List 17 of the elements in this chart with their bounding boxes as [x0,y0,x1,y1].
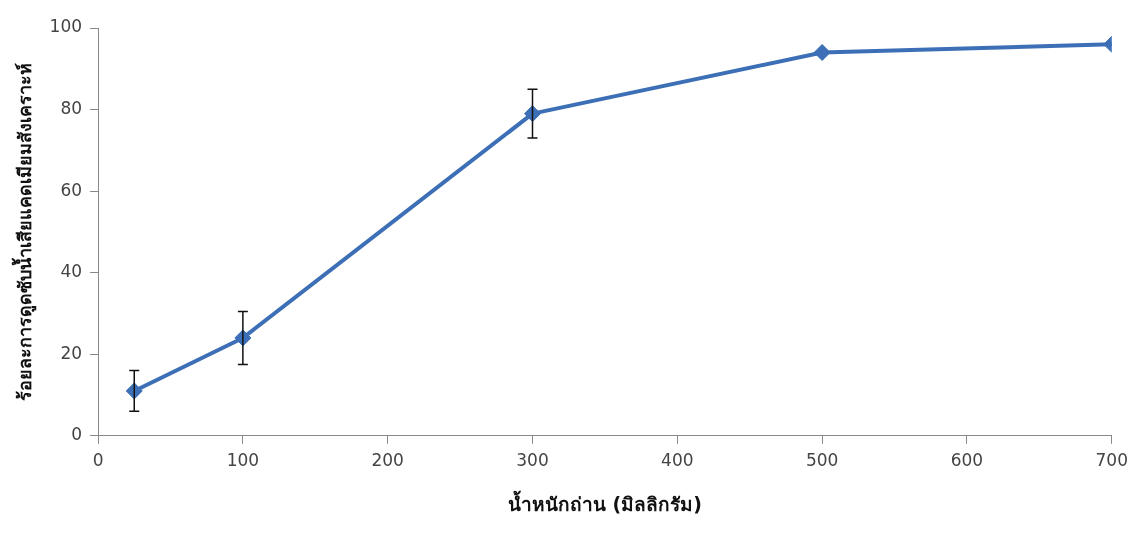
x-tick-label: 100 [226,450,260,471]
y-tick-label: 0 [71,424,83,445]
x-tick-label: 300 [516,450,549,471]
y-tick-label: 80 [60,97,83,118]
x-tick-label: 700 [1095,450,1128,471]
x-axis-title: น้ำหนักถ่าน (มิลลิกรัม) [507,489,702,515]
y-tick-label: 20 [60,342,83,363]
y-tick-label: 100 [49,16,83,37]
point [813,43,831,61]
x-tick-label: 0 [92,450,104,471]
y-tick-label: 60 [60,179,83,200]
x-tick-label: 200 [371,450,404,471]
x-tick-label: 600 [950,450,984,471]
x-tick-label: 400 [661,450,694,471]
y-axis-title: ร้อยละการดูดซับน้ำเสียแคดเมียมสังเคราะห์ [11,62,38,401]
y-tick-label: 40 [60,261,83,282]
x-tick-label: 500 [805,450,839,471]
